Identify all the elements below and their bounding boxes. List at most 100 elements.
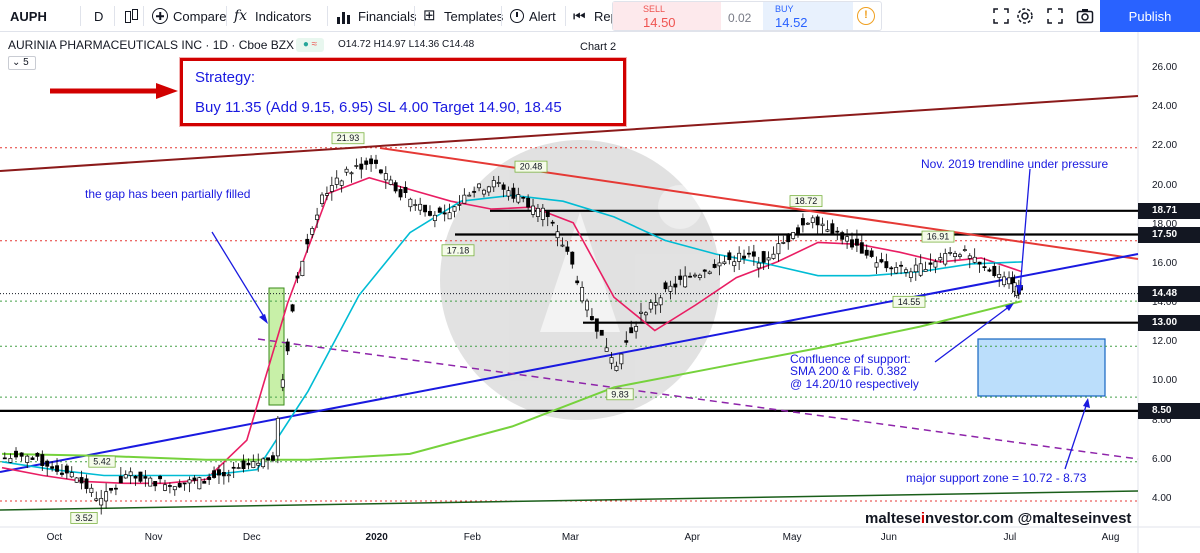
indicators-button[interactable]: fx Indicators xyxy=(234,0,311,32)
candle-body xyxy=(889,267,894,270)
peak-label-box xyxy=(514,160,548,173)
replay-icon: ⏮ xyxy=(573,8,586,24)
candle-body xyxy=(977,261,982,265)
candle-body xyxy=(982,266,987,268)
candle-body xyxy=(702,269,707,272)
candle-body xyxy=(908,271,913,278)
buy-button[interactable]: BUY 14.52 xyxy=(763,2,853,30)
candle-body xyxy=(221,472,226,477)
time-tick-label: Apr xyxy=(684,532,701,543)
fullscreen-icon[interactable] xyxy=(1046,7,1064,25)
candle-body xyxy=(8,458,13,463)
chart-pane[interactable]: 21.93 20.48 18.72 16.91 17.18 14.55 9.83 5.42 3.… xyxy=(0,32,1200,553)
candle-body xyxy=(948,252,953,254)
candle-body xyxy=(575,280,580,284)
candle-body xyxy=(354,165,359,167)
templates-icon: ⊞ xyxy=(423,7,436,24)
plus-circle-icon xyxy=(152,8,168,24)
candle-body xyxy=(594,318,599,332)
candle-body xyxy=(172,486,177,491)
candle-body xyxy=(619,353,624,365)
settings-icon[interactable] xyxy=(1016,7,1034,25)
candle-body xyxy=(99,497,104,506)
candle-body xyxy=(535,207,540,217)
candle-body xyxy=(447,212,452,220)
candle-body xyxy=(2,457,7,460)
candle-body xyxy=(437,207,442,213)
info-icon[interactable]: ! xyxy=(857,7,875,25)
candle-body xyxy=(35,452,40,457)
candle-body xyxy=(599,329,604,336)
price-tick-label: 22.00 xyxy=(1152,140,1178,152)
peak-label-box xyxy=(441,244,475,257)
candle-body xyxy=(148,477,153,487)
candle-body xyxy=(163,484,167,491)
peak-label-box xyxy=(789,195,823,208)
interval-button[interactable]: D xyxy=(94,0,103,32)
candle-body xyxy=(678,275,683,280)
legend-title: AURINIA PHARMACEUTICALS INC · 1D · Cboe … xyxy=(8,38,295,52)
sell-button[interactable]: SELL 14.50 xyxy=(613,2,721,30)
chart-style-button[interactable] xyxy=(122,0,143,32)
publish-button[interactable]: Publish xyxy=(1100,0,1200,32)
candle-body xyxy=(648,302,653,310)
symbol-search-button[interactable]: AUPH xyxy=(10,0,47,32)
candle-body xyxy=(800,218,805,226)
candle-body xyxy=(369,158,374,165)
candle-body xyxy=(825,229,830,232)
sell-price: 14.50 xyxy=(643,15,676,30)
camera-icon[interactable] xyxy=(1076,7,1094,25)
peak-label-box xyxy=(70,512,98,524)
candle-body xyxy=(879,259,884,263)
symbol-label: AUPH xyxy=(10,8,47,24)
candle-body xyxy=(241,460,246,470)
price-level-label: 18.71 xyxy=(1138,202,1200,219)
candle-body xyxy=(256,462,261,466)
watermark-part3: nvestor.com @malteseinvest xyxy=(925,510,1132,527)
candle-body xyxy=(378,169,383,174)
trendlines xyxy=(0,95,1139,511)
price-chart[interactable]: 21.93 20.48 18.72 16.91 17.18 14.55 9.83 5.42 3.… xyxy=(0,32,1200,553)
sma_long-line xyxy=(1,300,1023,461)
candle-body xyxy=(74,477,79,483)
price-tick-label: 18.00 xyxy=(1152,218,1178,230)
collapse-indicators-button[interactable]: ⌄ 5 xyxy=(8,56,36,70)
candle-body xyxy=(462,194,467,204)
candle-body xyxy=(643,312,648,316)
peak-label-box xyxy=(921,230,955,243)
candle-body xyxy=(531,205,535,215)
financials-button[interactable]: Financials xyxy=(337,0,417,32)
candle-body xyxy=(697,274,702,278)
price-tick-label: 24.00 xyxy=(1152,101,1178,113)
gap-arrow xyxy=(211,231,267,321)
price-level-label: 17.50 xyxy=(1138,226,1200,243)
fullscreen-icon[interactable] xyxy=(992,7,1010,25)
toolbar-divider xyxy=(565,6,566,26)
alert-button[interactable]: Alert xyxy=(510,0,556,32)
candle-body xyxy=(992,265,997,276)
candle-body xyxy=(202,481,207,484)
candle-body xyxy=(329,185,334,192)
candle-body xyxy=(751,251,756,257)
candle-body xyxy=(226,474,231,477)
candle-body xyxy=(14,450,18,458)
candle-body xyxy=(167,485,172,487)
compare-button[interactable]: Compare xyxy=(152,0,226,32)
candle-body xyxy=(153,481,158,487)
candle-body xyxy=(123,474,128,479)
candle-body xyxy=(781,242,786,244)
candle-body xyxy=(923,269,928,272)
time-tick-label: May xyxy=(782,532,802,543)
templates-button[interactable]: ⊞ Templates xyxy=(423,0,503,32)
candle-body xyxy=(791,232,796,239)
candle-body xyxy=(212,470,217,478)
peak-label-box xyxy=(331,132,365,145)
collapse-count: 5 xyxy=(23,57,29,68)
chart-name: Chart 2 xyxy=(580,41,617,53)
candle-body xyxy=(624,340,629,343)
candle-body xyxy=(604,347,609,352)
legend-status-chip: ● ≈ xyxy=(296,38,324,52)
confluence-arrow xyxy=(934,305,1011,363)
peak-label-text: 16.91 xyxy=(927,232,950,242)
trendline-arrow xyxy=(1019,168,1031,291)
